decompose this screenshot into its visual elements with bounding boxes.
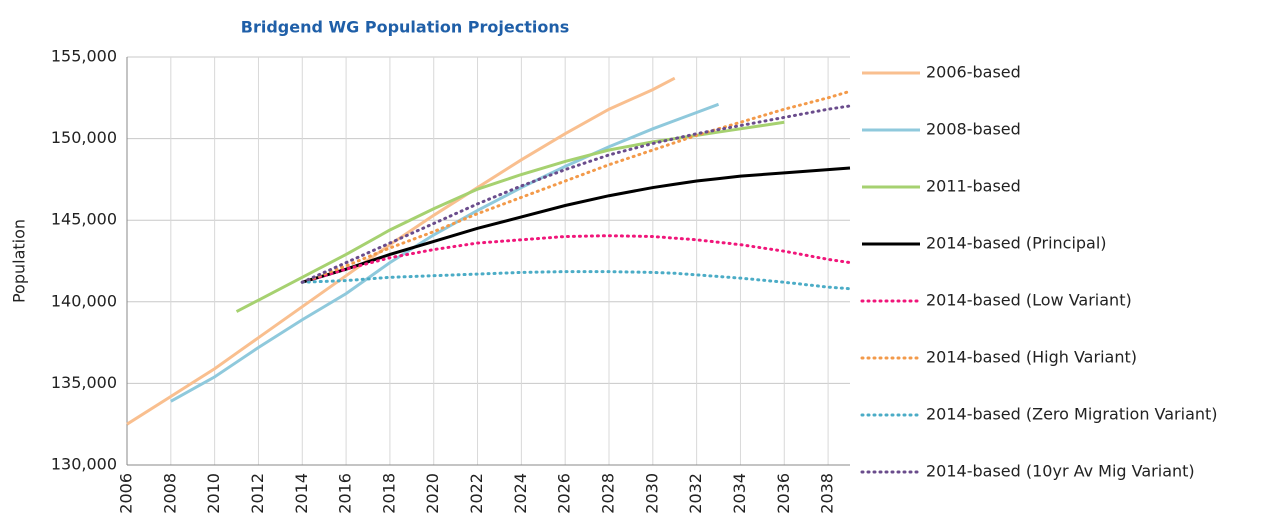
y-tick-label: 150,000 xyxy=(51,128,117,147)
x-tick-label: 2026 xyxy=(555,473,574,514)
x-tick-label: 2036 xyxy=(774,473,793,514)
legend-label: 2008-based xyxy=(926,120,1021,139)
x-tick-label: 2022 xyxy=(467,473,486,514)
legend-label: 2014-based (Low Variant) xyxy=(926,291,1132,310)
legend-label: 2006-based xyxy=(926,63,1021,82)
x-tick-label: 2032 xyxy=(686,473,705,514)
y-tick-label: 145,000 xyxy=(51,210,117,229)
x-tick-label: 2020 xyxy=(423,473,442,514)
legend-label: 2011-based xyxy=(926,177,1021,196)
series-line xyxy=(300,104,852,284)
x-tick-label: 2024 xyxy=(511,473,530,514)
x-tick-label: 2028 xyxy=(599,473,618,514)
x-tick-label: 2030 xyxy=(642,473,661,514)
x-tick-label: 2012 xyxy=(248,473,267,514)
x-tick-label: 2016 xyxy=(336,473,355,514)
legend-label: 2014-based (10yr Av Mig Variant) xyxy=(926,462,1195,481)
series-line xyxy=(235,120,785,313)
legend-label: 2014-based (Zero Migration Variant) xyxy=(926,405,1218,424)
y-tick-label: 155,000 xyxy=(51,47,117,66)
series-line xyxy=(300,234,852,284)
series-line xyxy=(300,89,852,284)
x-tick-label: 2034 xyxy=(730,473,749,514)
y-tick-label: 130,000 xyxy=(51,455,117,474)
series-line xyxy=(170,102,720,403)
x-tick-label: 2010 xyxy=(204,473,223,514)
x-tick-label: 2018 xyxy=(379,473,398,514)
chart-title: Bridgend WG Population Projections xyxy=(241,18,570,37)
y-axis-label: Population xyxy=(10,219,29,303)
series-line xyxy=(126,76,676,426)
x-tick-label: 2014 xyxy=(292,473,311,514)
series-line xyxy=(301,166,851,284)
legend-label: 2014-based (High Variant) xyxy=(926,348,1137,367)
x-tick-label: 2006 xyxy=(117,473,136,514)
y-tick-label: 135,000 xyxy=(51,373,117,392)
y-tick-label: 140,000 xyxy=(51,291,117,310)
legend-label: 2014-based (Principal) xyxy=(926,234,1107,253)
series-line xyxy=(300,270,852,291)
x-tick-label: 2008 xyxy=(160,473,179,514)
x-tick-label: 2038 xyxy=(818,473,837,514)
